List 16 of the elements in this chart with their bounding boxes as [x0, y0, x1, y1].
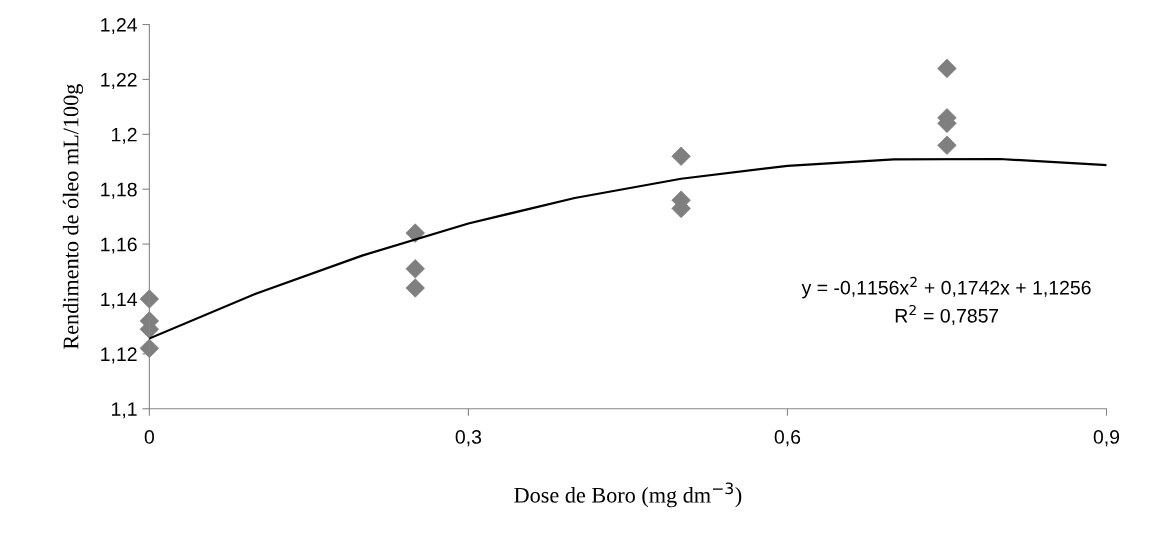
y-tick-label: 1,2 — [112, 127, 137, 144]
y-tick-label: 1,22 — [101, 72, 137, 89]
y-tick-label: 1,12 — [101, 347, 137, 364]
x-tick-label: 0,3 — [455, 430, 482, 447]
x-tick-label: 0,9 — [1093, 430, 1120, 447]
y-tick-label: 1,16 — [101, 237, 137, 254]
y-axis-title: Rendimento de óleo mL/100g — [62, 84, 84, 349]
y-tick-label: 1,14 — [101, 292, 137, 309]
y-tick-label: 1,18 — [101, 182, 137, 199]
y-tick-label: 1,1 — [112, 402, 137, 419]
y-tick-label: 1,24 — [101, 17, 137, 35]
x-tick-label: 0,6 — [774, 430, 801, 447]
annotation: R$^{2}$ = 0,7857 — [895, 304, 998, 325]
annotation: y = -0,1156x$^{2}$ + 0,1742x + 1,1256 — [801, 276, 1091, 299]
x-axis-title: Dose de Boro (mg dm$^{−3}$) — [514, 482, 742, 508]
x-tick-label: 0 — [144, 430, 155, 444]
